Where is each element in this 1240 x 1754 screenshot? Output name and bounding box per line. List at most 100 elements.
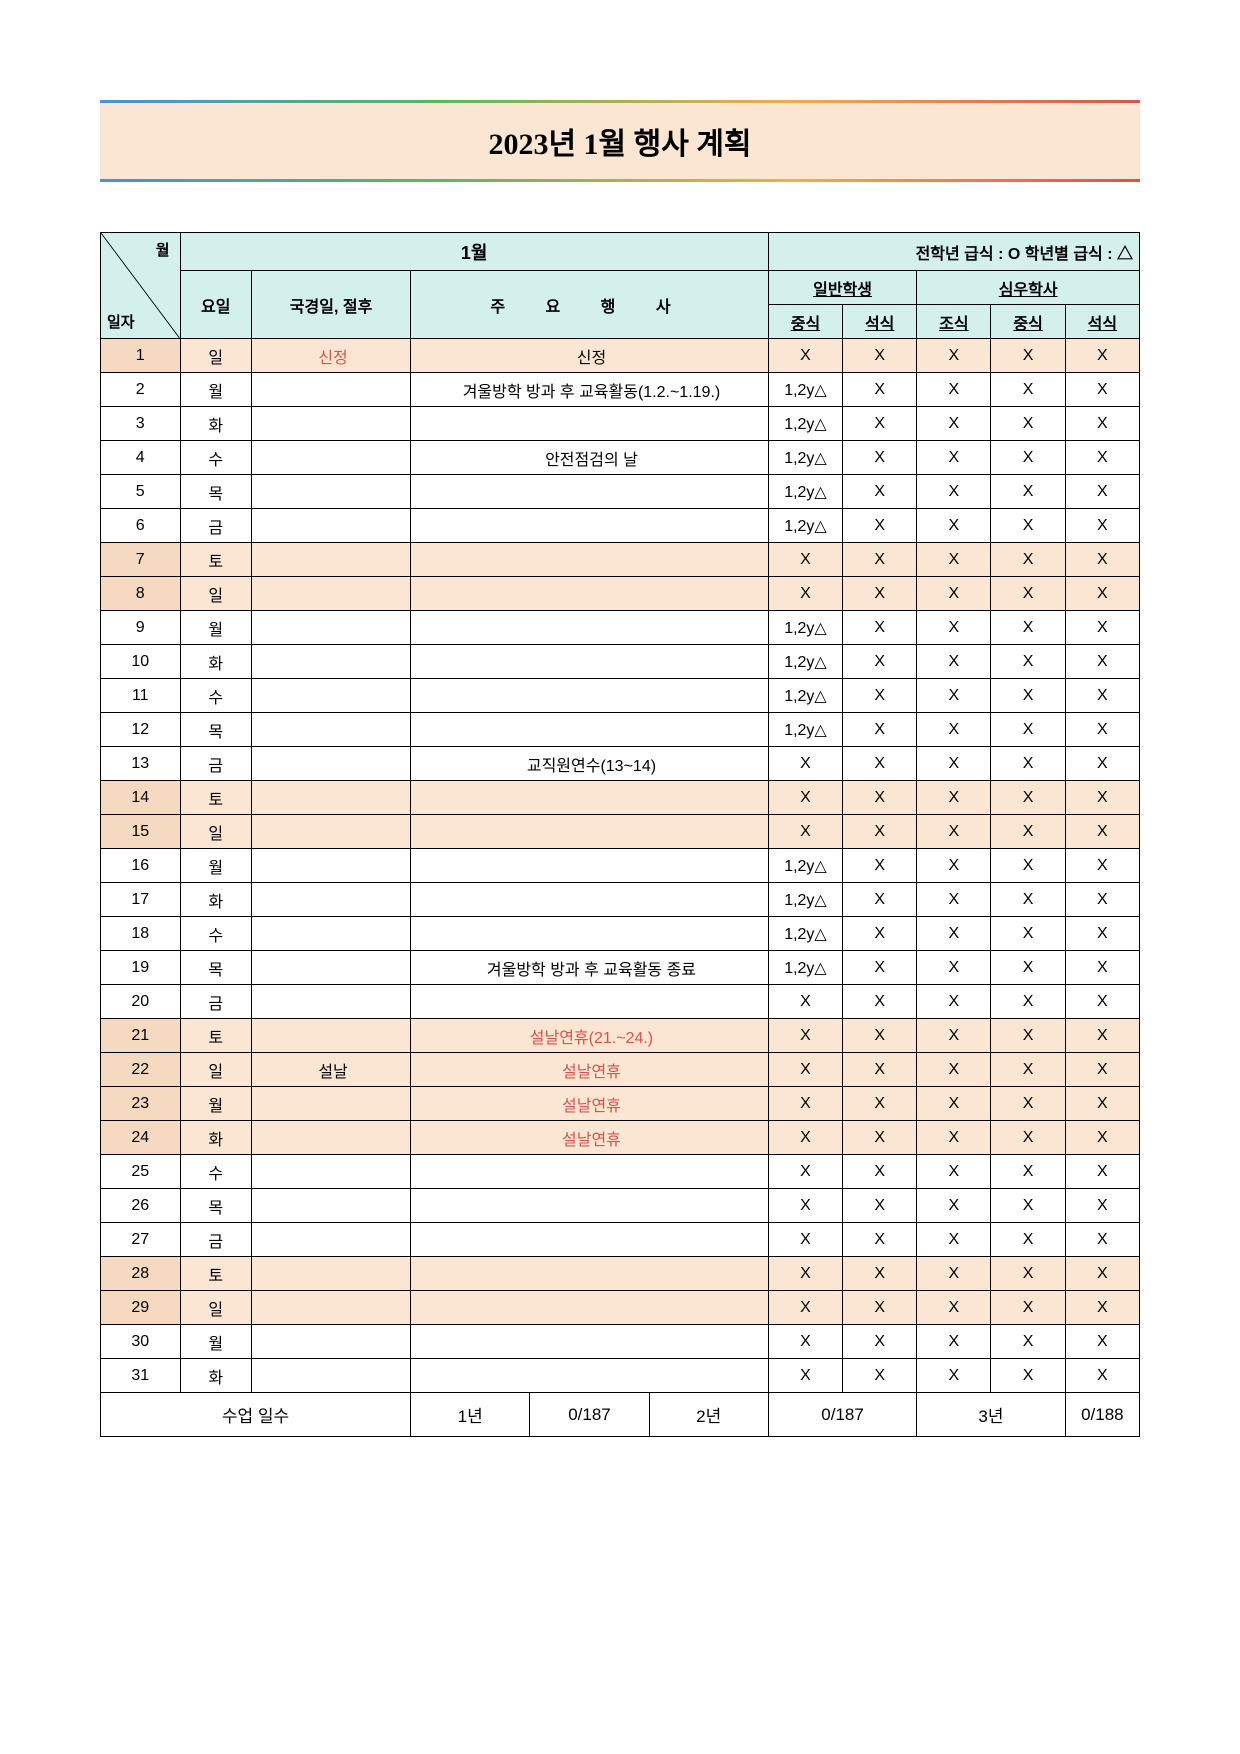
cell-meal: X — [917, 339, 991, 373]
cell-meal: X — [1065, 815, 1139, 849]
cell-holiday — [252, 407, 411, 441]
cell-meal: X — [991, 1155, 1065, 1189]
cell-date: 17 — [101, 883, 181, 917]
cell-event — [411, 1325, 769, 1359]
cell-date: 11 — [101, 679, 181, 713]
cell-day: 토 — [180, 1019, 252, 1053]
cell-meal: X — [917, 917, 991, 951]
cell-meal: X — [1065, 1019, 1139, 1053]
month-label: 1월 — [461, 243, 488, 263]
cell-holiday — [252, 611, 411, 645]
cell-meal: 1,2y△ — [768, 475, 842, 509]
cell-meal: X — [843, 1121, 917, 1155]
table-row: 3화1,2y△XXXX — [101, 407, 1140, 441]
cell-holiday — [252, 1087, 411, 1121]
table-row: 4수안전점검의 날1,2y△XXXX — [101, 441, 1140, 475]
cell-date: 29 — [101, 1291, 181, 1325]
cell-meal: X — [991, 509, 1065, 543]
calendar-body: 1일신정신정XXXXX2월겨울방학 방과 후 교육활동(1.2.~1.19.)1… — [101, 339, 1140, 1393]
cell-event — [411, 475, 769, 509]
cell-date: 1 — [101, 339, 181, 373]
cell-meal: X — [843, 781, 917, 815]
cell-meal: X — [991, 747, 1065, 781]
cell-meal: X — [843, 407, 917, 441]
cell-holiday — [252, 543, 411, 577]
cell-meal: X — [991, 849, 1065, 883]
cell-meal: X — [991, 441, 1065, 475]
cell-event — [411, 849, 769, 883]
table-row: 25수XXXXX — [101, 1155, 1140, 1189]
cell-event: 설날연휴 — [411, 1087, 769, 1121]
cell-day: 수 — [180, 679, 252, 713]
cell-meal: X — [843, 1257, 917, 1291]
table-row: 26목XXXXX — [101, 1189, 1140, 1223]
table-row: 15일XXXXX — [101, 815, 1140, 849]
cell-meal: X — [917, 1223, 991, 1257]
cell-meal: X — [1065, 747, 1139, 781]
cell-meal: X — [991, 917, 1065, 951]
cell-day: 화 — [180, 645, 252, 679]
cell-date: 31 — [101, 1359, 181, 1393]
cell-meal: X — [1065, 1223, 1139, 1257]
cell-meal: X — [843, 577, 917, 611]
cell-day: 수 — [180, 1155, 252, 1189]
cell-meal: X — [768, 1189, 842, 1223]
cell-holiday — [252, 1359, 411, 1393]
cell-date: 26 — [101, 1189, 181, 1223]
cell-meal: X — [768, 1257, 842, 1291]
cell-meal: X — [917, 985, 991, 1019]
cell-date: 20 — [101, 985, 181, 1019]
cell-event — [411, 577, 769, 611]
cell-meal: X — [991, 781, 1065, 815]
cell-meal: X — [917, 373, 991, 407]
cell-event — [411, 1291, 769, 1325]
cell-meal: X — [843, 1053, 917, 1087]
cell-day: 일 — [180, 339, 252, 373]
cell-meal: X — [991, 1121, 1065, 1155]
cell-meal: X — [917, 747, 991, 781]
diag-top-label: 월 — [156, 239, 170, 260]
page-title: 2023년 1월 행사 계획 — [488, 128, 751, 161]
cell-event — [411, 407, 769, 441]
cell-event — [411, 1359, 769, 1393]
meal-lunch-2: 중식 — [991, 305, 1065, 339]
cell-meal: X — [917, 611, 991, 645]
table-row: 18수1,2y△XXXX — [101, 917, 1140, 951]
meal-breakfast: 조식 — [917, 305, 991, 339]
cell-meal: X — [843, 815, 917, 849]
group-general-header: 일반학생 — [768, 271, 916, 305]
cell-meal: X — [768, 781, 842, 815]
cell-meal: X — [843, 985, 917, 1019]
cell-event: 설날연휴 — [411, 1053, 769, 1087]
cell-day: 목 — [180, 475, 252, 509]
cell-meal: X — [917, 1189, 991, 1223]
cell-meal: X — [917, 475, 991, 509]
cell-meal: X — [991, 475, 1065, 509]
cell-meal: X — [843, 917, 917, 951]
cell-holiday — [252, 815, 411, 849]
cell-meal: X — [843, 1019, 917, 1053]
cell-meal: X — [768, 1019, 842, 1053]
cell-meal: X — [991, 339, 1065, 373]
cell-meal: X — [917, 1019, 991, 1053]
diagonal-header: 월 일자 — [101, 233, 181, 339]
cell-day: 일 — [180, 577, 252, 611]
cell-meal: 1,2y△ — [768, 407, 842, 441]
cell-meal: X — [843, 475, 917, 509]
cell-meal: X — [917, 1359, 991, 1393]
cell-meal: X — [917, 1053, 991, 1087]
cell-date: 24 — [101, 1121, 181, 1155]
legend-header: 전학년 급식 : O 학년별 급식 : △ — [768, 233, 1139, 271]
cell-holiday — [252, 883, 411, 917]
cell-holiday — [252, 1155, 411, 1189]
cell-meal: X — [768, 815, 842, 849]
cell-holiday — [252, 747, 411, 781]
table-row: 5목1,2y△XXXX — [101, 475, 1140, 509]
cell-day: 목 — [180, 1189, 252, 1223]
cell-day: 금 — [180, 985, 252, 1019]
cell-holiday — [252, 985, 411, 1019]
cell-meal: X — [768, 577, 842, 611]
cell-event — [411, 1257, 769, 1291]
cell-holiday — [252, 917, 411, 951]
cell-date: 23 — [101, 1087, 181, 1121]
